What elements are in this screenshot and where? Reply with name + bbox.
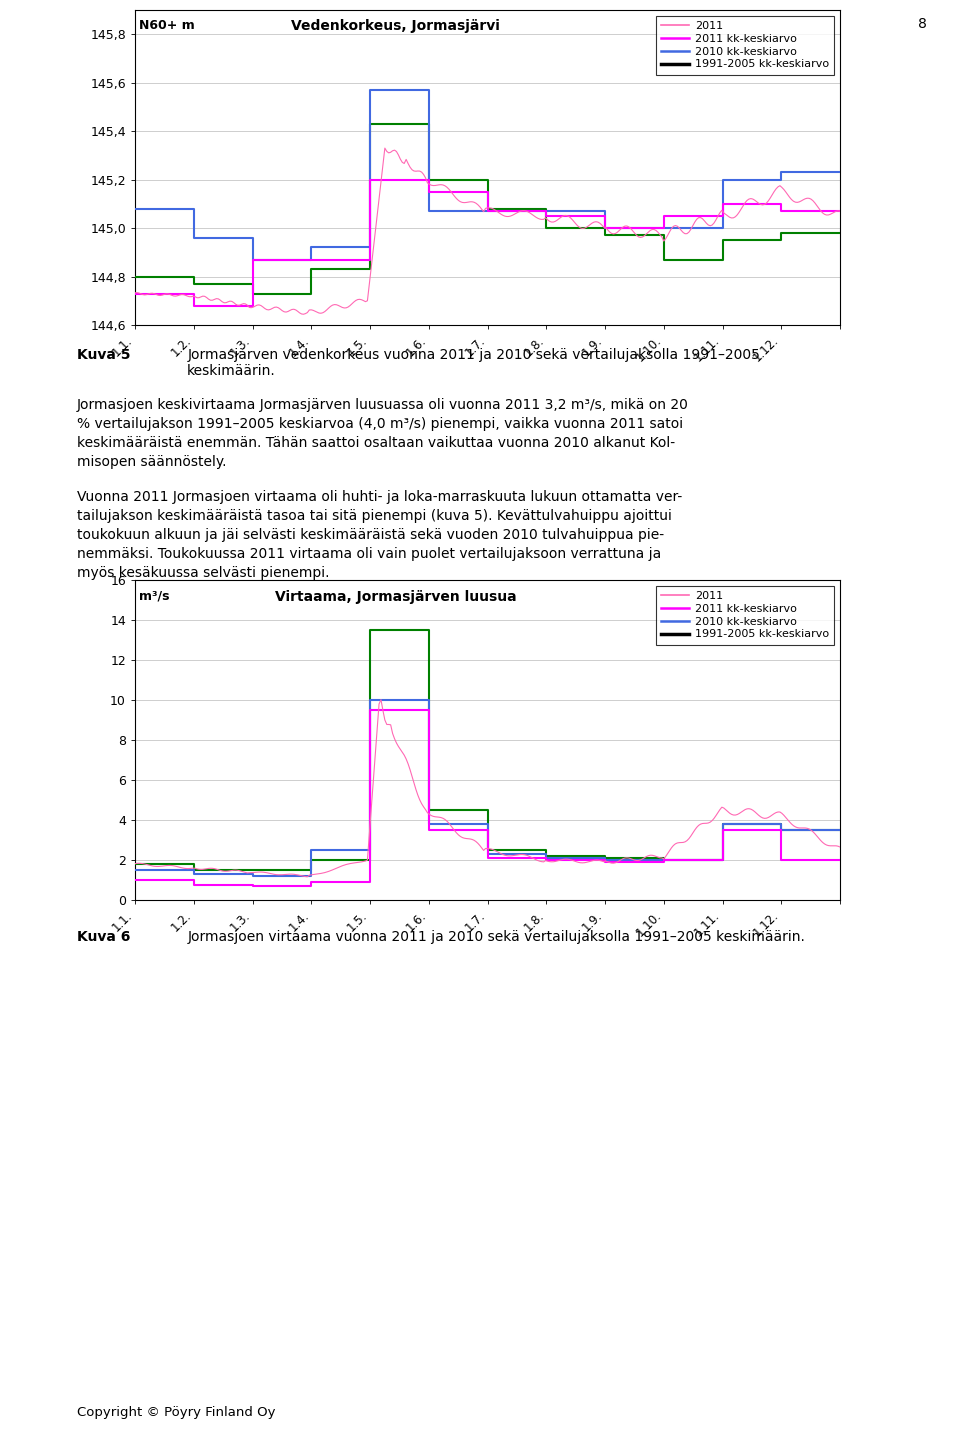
Text: Jormasjoen keskivirtaama Jormasjärven luusuassa oli vuonna 2011 3,2 m³/s, mikä o: Jormasjoen keskivirtaama Jormasjärven lu… — [77, 398, 688, 469]
Text: Jormasjärven vedenkorkeus vuonna 2011 ja 2010 sekä vertailujaksolla 1991–2005: Jormasjärven vedenkorkeus vuonna 2011 ja… — [187, 348, 760, 361]
Legend: 2011, 2011 kk-keskiarvo, 2010 kk-keskiarvo, 1991-2005 kk-keskiarvo: 2011, 2011 kk-keskiarvo, 2010 kk-keskiar… — [656, 16, 834, 75]
Text: Virtaama, Jormasjärven luusua: Virtaama, Jormasjärven luusua — [275, 589, 516, 604]
Text: Vuonna 2011 Jormasjoen virtaama oli huhti- ja loka-marraskuuta lukuun ottamatta : Vuonna 2011 Jormasjoen virtaama oli huht… — [77, 490, 682, 580]
Text: Kuva 5: Kuva 5 — [77, 348, 131, 361]
Text: m³/s: m³/s — [138, 589, 169, 602]
Text: Jormasjoen virtaama vuonna 2011 ja 2010 sekä vertailujaksolla 1991–2005 keskimää: Jormasjoen virtaama vuonna 2011 ja 2010 … — [187, 930, 805, 945]
Text: Vedenkorkeus, Jormasjärvi: Vedenkorkeus, Jormasjärvi — [292, 19, 500, 33]
Text: Copyright © Pöyry Finland Oy: Copyright © Pöyry Finland Oy — [77, 1406, 276, 1419]
Text: keskimäärin.: keskimäärin. — [187, 364, 276, 379]
Text: Kuva 6: Kuva 6 — [77, 930, 131, 945]
Text: 8: 8 — [918, 17, 926, 32]
Text: N60+ m: N60+ m — [138, 19, 194, 32]
Legend: 2011, 2011 kk-keskiarvo, 2010 kk-keskiarvo, 1991-2005 kk-keskiarvo: 2011, 2011 kk-keskiarvo, 2010 kk-keskiar… — [656, 586, 834, 646]
